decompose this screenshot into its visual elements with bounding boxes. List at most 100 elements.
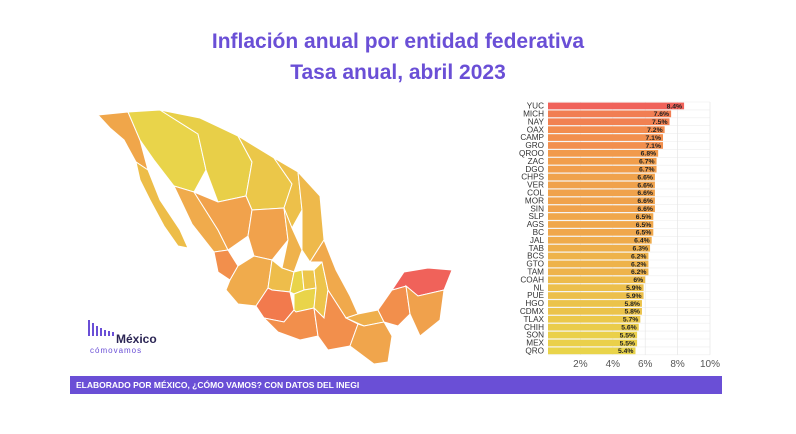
category-label: GTO bbox=[526, 260, 544, 269]
value-label: 6.6% bbox=[637, 206, 653, 213]
category-label: SLP bbox=[529, 212, 545, 221]
ticks-layer: 2% 4% 6% 8% 10% bbox=[573, 359, 720, 370]
value-label: 7.5% bbox=[652, 119, 668, 126]
category-label: COL bbox=[527, 189, 544, 198]
category-label: CDMX bbox=[520, 307, 545, 316]
value-label: 6.7% bbox=[639, 159, 655, 166]
category-label: TAM bbox=[527, 268, 544, 277]
map-region-camp bbox=[377, 285, 411, 327]
category-label: JAL bbox=[530, 236, 545, 245]
bar-hgo bbox=[548, 300, 642, 307]
bar-bc bbox=[548, 229, 654, 236]
category-label: QROO bbox=[519, 149, 544, 158]
bar-dgo bbox=[548, 165, 657, 173]
category-label: BCS bbox=[527, 252, 544, 261]
category-label: SIN bbox=[530, 204, 544, 213]
logo-name: México bbox=[116, 332, 157, 346]
category-label: HGO bbox=[525, 299, 544, 308]
bar-yuc bbox=[548, 102, 685, 110]
bar-mich bbox=[548, 110, 672, 118]
value-label: 6.3% bbox=[633, 246, 649, 253]
x-tick-label: 8% bbox=[670, 359, 685, 370]
bar-col bbox=[548, 189, 655, 197]
value-label: 5.8% bbox=[624, 309, 640, 316]
bar-camp bbox=[548, 134, 664, 141]
mexico-como-vamos-logo: México cómovamos bbox=[88, 318, 168, 358]
category-label: OAX bbox=[527, 125, 545, 134]
bar-nay bbox=[548, 118, 670, 126]
value-label: 6.6% bbox=[637, 190, 653, 197]
value-label: 7.6% bbox=[654, 111, 670, 118]
category-label: DGO bbox=[525, 165, 544, 174]
category-label: MOR bbox=[525, 196, 544, 205]
value-label: 5.9% bbox=[626, 285, 642, 292]
bar-oax bbox=[548, 126, 665, 133]
map-region-zac bbox=[247, 207, 289, 261]
chart-title: Inflación anual por entidad federativa bbox=[211, 30, 585, 53]
value-label: 8.4% bbox=[667, 103, 683, 110]
category-label: CHPS bbox=[521, 173, 544, 182]
value-label: 5.5% bbox=[620, 332, 636, 339]
category-label: ZAC bbox=[528, 157, 544, 166]
bar-son bbox=[548, 331, 638, 339]
bar-qro bbox=[548, 347, 636, 355]
bar-ver bbox=[548, 181, 655, 189]
mexico-map bbox=[96, 109, 453, 365]
category-label: QRO bbox=[525, 347, 544, 356]
x-tick-label: 10% bbox=[700, 359, 720, 370]
bar-mor bbox=[548, 197, 655, 205]
bar-chart: YUC 8.4% MICH 7.6% NAY 7.5% OAX 7.2% CAMP 7.1% GRO… bbox=[519, 102, 720, 370]
bar-tab bbox=[548, 244, 651, 252]
map-region-chps bbox=[349, 321, 393, 365]
value-label: 5.7% bbox=[623, 317, 639, 324]
category-label: NL bbox=[534, 283, 545, 292]
bar-coah bbox=[548, 276, 646, 284]
value-label: 5.8% bbox=[624, 301, 640, 308]
labels-layer: YUC 8.4% MICH 7.6% NAY 7.5% OAX 7.2% CAMP 7.1% GRO… bbox=[519, 102, 682, 356]
value-label: 6.7% bbox=[639, 167, 655, 174]
bar-tam bbox=[548, 268, 649, 276]
bar-nl bbox=[548, 284, 644, 291]
value-label: 5.6% bbox=[621, 325, 637, 332]
logo-bars-icon bbox=[88, 320, 114, 336]
category-label: AGS bbox=[527, 220, 545, 229]
value-label: 6.5% bbox=[636, 214, 652, 221]
value-label: 6.2% bbox=[631, 253, 647, 260]
category-label: GRO bbox=[525, 141, 544, 150]
category-label: MICH bbox=[523, 110, 544, 119]
category-label: MEX bbox=[526, 339, 544, 348]
bar-chih bbox=[548, 323, 639, 331]
value-label: 6.2% bbox=[631, 261, 647, 268]
value-label: 6% bbox=[633, 277, 643, 284]
chart-subtitle: Tasa anual, abril 2023 bbox=[290, 61, 506, 84]
bar-qroo bbox=[548, 150, 659, 157]
bar-slp bbox=[548, 213, 654, 220]
bar-chps bbox=[548, 173, 655, 181]
bar-pue bbox=[548, 292, 644, 299]
category-label: NAY bbox=[528, 117, 545, 126]
value-label: 6.2% bbox=[631, 269, 647, 276]
value-label: 6.8% bbox=[641, 151, 657, 158]
bars-layer bbox=[548, 102, 685, 355]
logo-subtitle: cómovamos bbox=[90, 346, 143, 355]
category-label: COAH bbox=[520, 275, 544, 284]
category-label: BC bbox=[533, 228, 544, 237]
x-tick-label: 6% bbox=[638, 359, 653, 370]
value-label: 7.2% bbox=[647, 127, 663, 134]
value-label: 6.6% bbox=[637, 182, 653, 189]
bar-sin bbox=[548, 205, 655, 212]
category-label: TAB bbox=[529, 244, 545, 253]
bar-gto bbox=[548, 260, 649, 268]
bar-gro bbox=[548, 142, 664, 149]
x-tick-label: 4% bbox=[606, 359, 621, 370]
category-label: CHIH bbox=[524, 323, 544, 332]
value-label: 6.6% bbox=[637, 174, 653, 181]
value-label: 6.6% bbox=[637, 198, 653, 205]
map-region-qroo bbox=[405, 284, 445, 337]
value-label: 6.4% bbox=[634, 238, 650, 245]
bar-zac bbox=[548, 157, 657, 165]
source-footer: ELABORADO POR MÉXICO, ¿CÓMO VAMOS? CON D… bbox=[70, 376, 722, 394]
category-label: YUC bbox=[527, 102, 544, 111]
bar-jal bbox=[548, 236, 652, 244]
category-label: PUE bbox=[527, 291, 544, 300]
